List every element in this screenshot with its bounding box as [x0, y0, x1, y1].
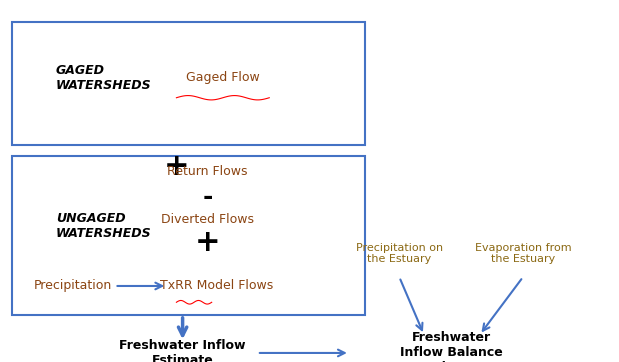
Text: Evaporation from
the Estuary: Evaporation from the Estuary — [475, 243, 571, 264]
Text: Precipitation: Precipitation — [34, 279, 112, 292]
Bar — [12, 22, 365, 145]
Text: Gaged Flow: Gaged Flow — [186, 71, 260, 84]
Text: Freshwater
Inflow Balance
Estimate: Freshwater Inflow Balance Estimate — [400, 332, 503, 362]
Text: UNGAGED
WATERSHEDS: UNGAGED WATERSHEDS — [56, 212, 151, 240]
Text: Freshwater Inflow
Estimate: Freshwater Inflow Estimate — [119, 339, 246, 362]
Text: +: + — [194, 228, 220, 257]
Text: -: - — [202, 185, 212, 209]
Text: Precipitation on
the Estuary: Precipitation on the Estuary — [356, 243, 443, 264]
Bar — [12, 156, 365, 315]
Text: Diverted Flows: Diverted Flows — [161, 212, 254, 226]
Text: GAGED
WATERSHEDS: GAGED WATERSHEDS — [56, 64, 151, 92]
Text: TxRR Model Flows: TxRR Model Flows — [160, 279, 273, 292]
Text: +: + — [163, 152, 189, 181]
Text: Return Flows: Return Flows — [167, 165, 248, 178]
